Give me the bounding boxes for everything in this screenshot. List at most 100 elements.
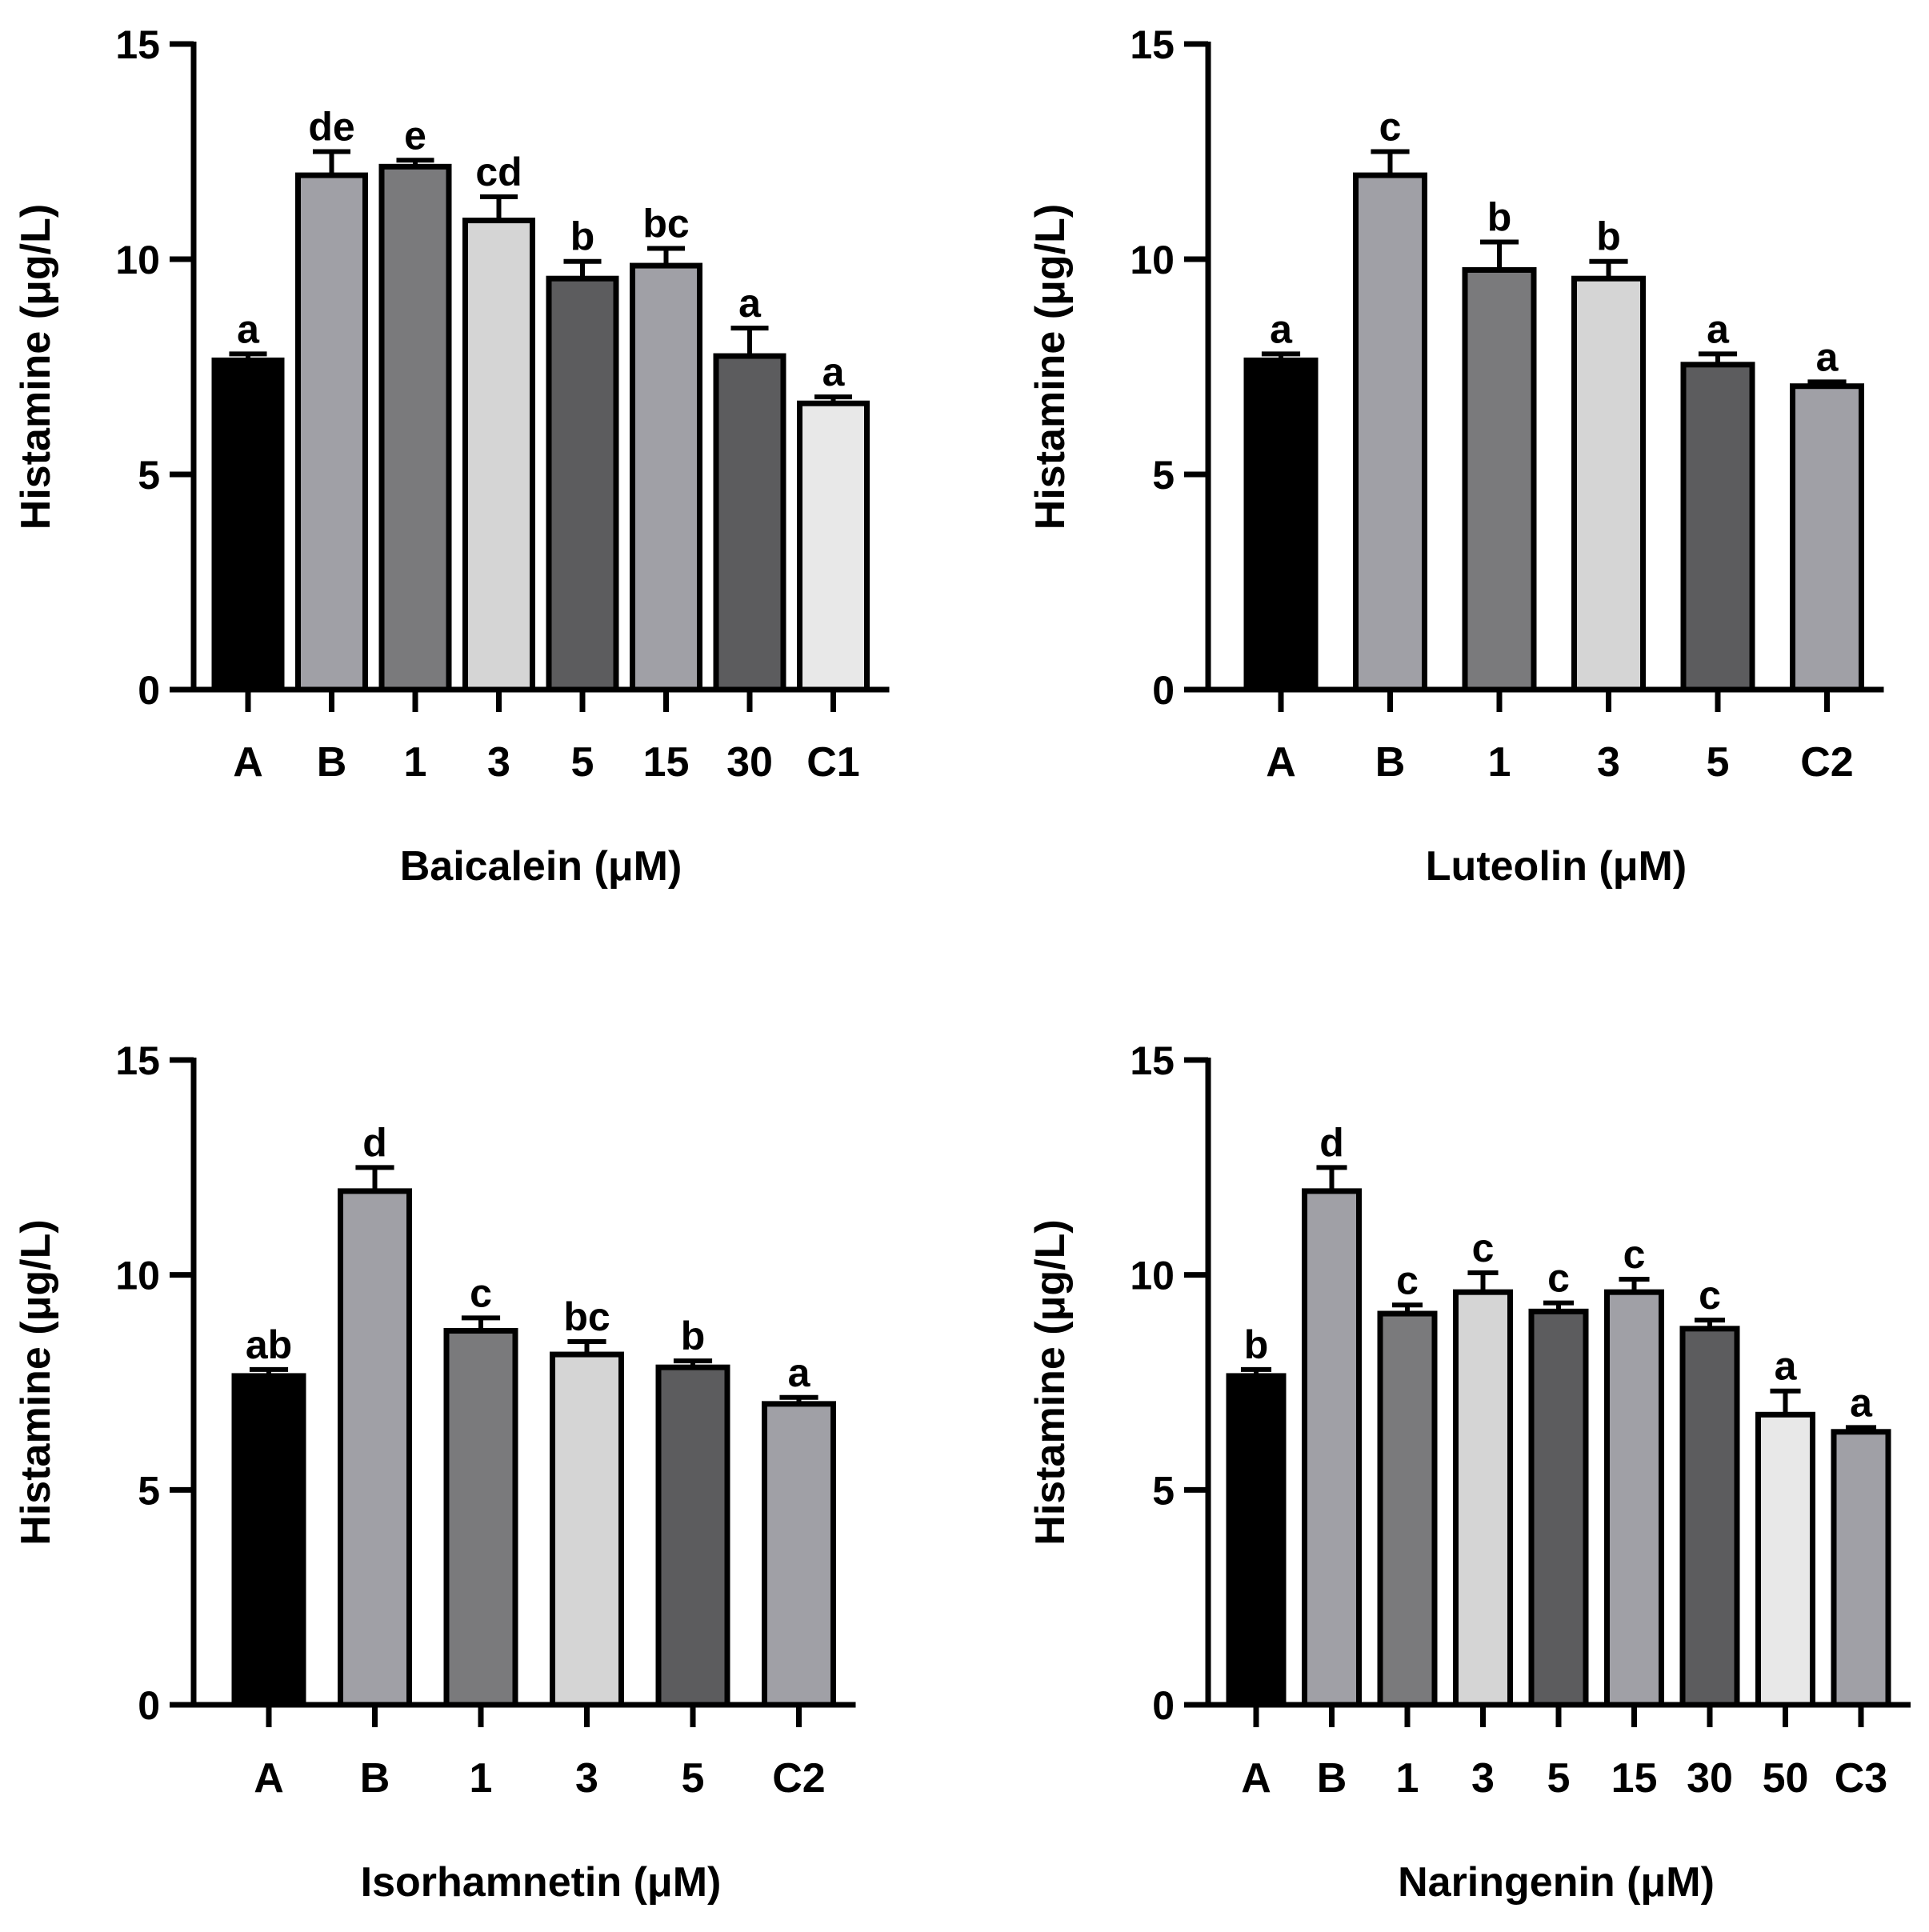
y-axis-title: Histamine (μg/L) xyxy=(13,204,59,530)
significance-label: a xyxy=(788,1350,811,1395)
category-label: B xyxy=(1317,1755,1347,1802)
category-label: 3 xyxy=(1597,739,1620,786)
y-tick-label: 5 xyxy=(138,453,160,498)
significance-label: de xyxy=(308,105,354,150)
y-tick-label: 0 xyxy=(138,668,160,713)
y-tick-label: 0 xyxy=(138,1683,160,1728)
significance-label: b xyxy=(1596,214,1621,259)
category-label: 3 xyxy=(1471,1755,1495,1802)
y-axis-title: Histamine (μg/L) xyxy=(1027,1219,1074,1545)
y-axis-title: Histamine (μg/L) xyxy=(1027,204,1074,530)
category-label: 1 xyxy=(404,739,427,786)
bar-30 xyxy=(1679,1326,1740,1708)
significance-label: a xyxy=(1850,1380,1873,1425)
y-tick-label: 5 xyxy=(138,1468,160,1513)
bar-3 xyxy=(462,218,535,693)
bar-1 xyxy=(378,163,452,693)
category-label: A xyxy=(1266,739,1296,786)
chart-panel-2: 0 5 10 15 Aa Bc 1 b 3 b 5 a C2 a Histamine (μg/L) Luteo… xyxy=(1027,22,1884,890)
category-label: 50 xyxy=(1763,1755,1809,1802)
bar-A xyxy=(211,357,285,693)
category-label: 1 xyxy=(1488,739,1511,786)
significance-label: cd xyxy=(475,150,522,194)
bar-3 xyxy=(1453,1289,1513,1708)
category-label: 30 xyxy=(726,739,773,786)
bar-5 xyxy=(1680,362,1755,693)
y-axis-title: Histamine (μg/L) xyxy=(13,1219,59,1545)
y-tick-label: 15 xyxy=(1130,22,1175,67)
category-label: 3 xyxy=(487,739,510,786)
category-label: 5 xyxy=(1547,1755,1571,1802)
significance-label: b xyxy=(681,1314,706,1358)
bar-B xyxy=(295,172,368,693)
bar-A xyxy=(1243,357,1319,693)
significance-label: a xyxy=(1775,1344,1798,1389)
category-label: C2 xyxy=(1800,739,1853,786)
y-tick-label: 15 xyxy=(1130,1038,1175,1083)
category-label: 1 xyxy=(470,1755,493,1802)
significance-label: d xyxy=(362,1120,387,1165)
bar-C2 xyxy=(1790,383,1864,693)
bar-C2 xyxy=(762,1401,836,1708)
significance-label: b xyxy=(1244,1322,1269,1367)
category-label: A xyxy=(254,1755,284,1802)
bar-1 xyxy=(443,1328,518,1708)
category-label: C3 xyxy=(1835,1755,1887,1802)
y-tick-label: 10 xyxy=(1130,238,1175,282)
category-label: 30 xyxy=(1687,1755,1733,1802)
x-axis-title: Isorhamnetin (μM) xyxy=(361,1859,722,1906)
bar-1 xyxy=(1377,1310,1438,1708)
bar-3 xyxy=(550,1351,624,1708)
significance-label: a xyxy=(738,281,762,326)
bar-15 xyxy=(1604,1289,1664,1708)
y-tick-label: 5 xyxy=(1152,453,1175,498)
significance-label: a xyxy=(1270,306,1293,351)
category-label: 15 xyxy=(1611,1755,1658,1802)
bar-A xyxy=(1226,1373,1287,1708)
y-tick-label: 5 xyxy=(1152,1468,1175,1513)
significance-label: c xyxy=(1699,1273,1721,1318)
y-tick-label: 10 xyxy=(115,238,160,282)
chart-panel-4: 0 5 10 15 Ab Bd 1 c 3 c 5 c 15 c 30 c 50 a C3 a Histamine (μ… xyxy=(1027,1038,1911,1906)
x-axis-title: Baicalein (μM) xyxy=(400,843,682,890)
category-label: C2 xyxy=(772,1755,825,1802)
category-label: B xyxy=(1375,739,1406,786)
category-label: 3 xyxy=(575,1755,598,1802)
bar-5 xyxy=(655,1364,730,1708)
y-tick-label: 15 xyxy=(115,1038,160,1083)
significance-label: c xyxy=(1547,1256,1570,1301)
bar-A xyxy=(231,1373,306,1708)
category-label: B xyxy=(317,739,347,786)
category-label: 5 xyxy=(682,1755,705,1802)
category-label: A xyxy=(1241,1755,1271,1802)
bar-5 xyxy=(1528,1308,1589,1708)
significance-label: c xyxy=(1396,1258,1419,1302)
significance-label: a xyxy=(237,306,260,351)
bar-C1 xyxy=(797,400,870,693)
category-label: 15 xyxy=(643,739,690,786)
significance-label: b xyxy=(1487,194,1512,239)
category-label: C1 xyxy=(806,739,859,786)
significance-label: c xyxy=(1379,105,1402,150)
category-label: 1 xyxy=(1396,1755,1419,1802)
significance-label: a xyxy=(1816,334,1839,379)
y-tick-label: 0 xyxy=(1152,1683,1175,1728)
bar-B xyxy=(1302,1188,1362,1708)
chart-panel-1: 0 5 10 15 Aa Bde 1 e 3 cd 5 b 15 bc 30 a C1 a Histamine (μ… xyxy=(13,22,890,890)
bar-3 xyxy=(1571,275,1646,693)
chart-panel-3: 0 5 10 15 Aab Bd 1 c 3 bc 5 b C2 a Histamine (μg/L) Iso… xyxy=(13,1038,856,1906)
significance-label: ab xyxy=(246,1322,292,1367)
bar-5 xyxy=(546,275,619,693)
significance-label: c xyxy=(1623,1232,1646,1277)
bar-B xyxy=(338,1188,412,1708)
y-tick-label: 10 xyxy=(115,1254,160,1298)
category-label: B xyxy=(360,1755,390,1802)
bar-50 xyxy=(1755,1411,1815,1708)
significance-label: bc xyxy=(642,202,689,246)
significance-label: a xyxy=(1707,306,1730,351)
y-tick-label: 10 xyxy=(1130,1254,1175,1298)
significance-label: b xyxy=(570,214,595,259)
y-tick-label: 0 xyxy=(1152,668,1175,713)
bar-30 xyxy=(713,353,786,693)
